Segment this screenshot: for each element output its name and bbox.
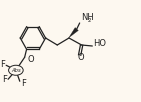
Ellipse shape <box>9 65 23 75</box>
Text: F: F <box>2 75 7 84</box>
Text: F: F <box>21 79 26 88</box>
Text: NH: NH <box>81 13 93 22</box>
Text: O: O <box>77 54 84 63</box>
Text: HO: HO <box>93 39 106 48</box>
Text: 2: 2 <box>88 18 91 23</box>
Text: Abs: Abs <box>11 68 21 73</box>
Polygon shape <box>69 28 78 38</box>
Text: O: O <box>27 55 34 64</box>
Text: F: F <box>0 60 5 69</box>
